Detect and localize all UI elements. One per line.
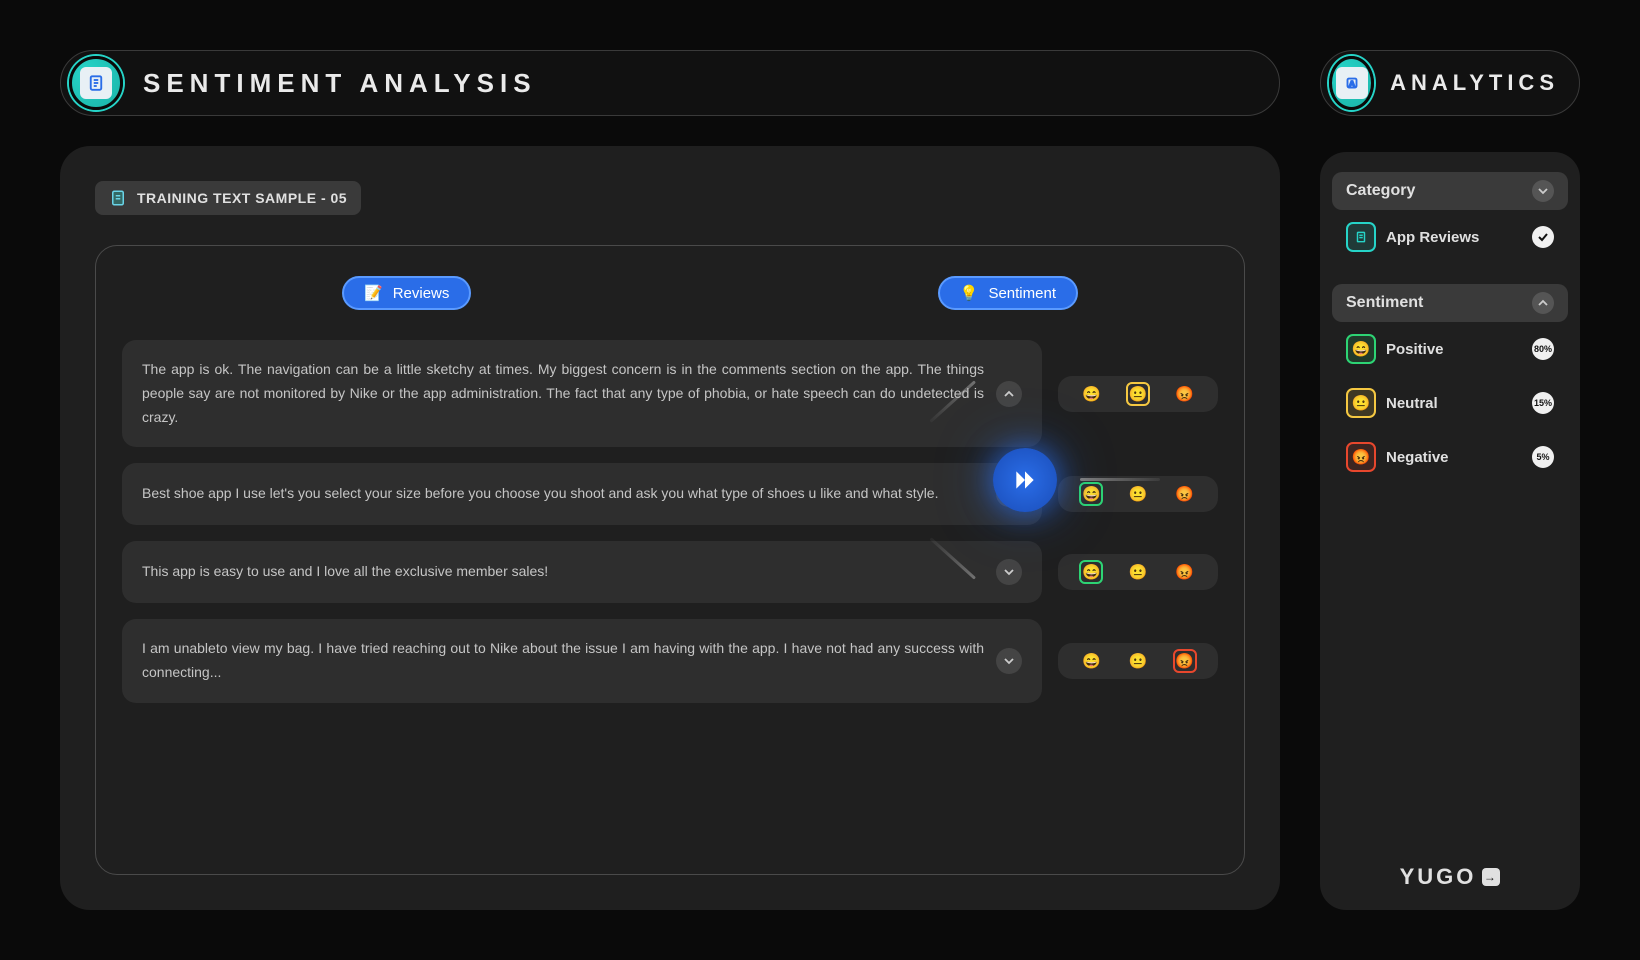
sentiment-selector: 😄 😐 😡: [1058, 643, 1218, 679]
positive-emoji[interactable]: 😄: [1079, 560, 1103, 584]
chevron-up-icon[interactable]: [996, 381, 1022, 407]
sentiment-pct-badge: 80%: [1532, 338, 1554, 360]
review-text: This app is easy to use and I love all t…: [142, 560, 984, 584]
analytics-header: A ANALYTICS: [1320, 50, 1580, 116]
sample-chip[interactable]: TRAINING TEXT SAMPLE - 05: [95, 181, 361, 215]
analytics-panel: Category App Reviews Sentiment: [1320, 152, 1580, 910]
sentiment-item-label: Negative: [1386, 449, 1449, 466]
sentiment-pct-badge: 5%: [1532, 446, 1554, 468]
notepad-icon: 📝: [364, 284, 383, 302]
review-text-box: The app is ok. The navigation can be a l…: [122, 340, 1042, 447]
document-icon: [109, 189, 127, 207]
category-header-label: Category: [1346, 182, 1415, 200]
neutral-emoji[interactable]: 😐: [1126, 382, 1150, 406]
negative-emoji[interactable]: 😡: [1173, 482, 1197, 506]
sentiment-item-positive[interactable]: 😄 Positive 80%: [1332, 322, 1568, 376]
sentiment-pct-badge: 15%: [1532, 392, 1554, 414]
tab-reviews-label: Reviews: [393, 285, 450, 302]
sentiment-selector: 😄 😐 😡: [1058, 376, 1218, 412]
tab-sentiment[interactable]: 💡 Sentiment: [938, 276, 1078, 310]
sentiment-item-negative[interactable]: 😡 Negative 5%: [1332, 430, 1568, 484]
logo: YUGO →: [1332, 864, 1568, 890]
chevron-down-icon[interactable]: [996, 559, 1022, 585]
review-text: I am unableto view my bag. I have tried …: [142, 637, 984, 685]
negative-emoji[interactable]: 😡: [1173, 649, 1197, 673]
review-row: The app is ok. The navigation can be a l…: [122, 340, 1218, 447]
page-title: SENTIMENT ANALYSIS: [143, 68, 537, 99]
sentiment-selector: 😄 😐 😡: [1058, 476, 1218, 512]
positive-emoji-icon: 😄: [1346, 334, 1376, 364]
tab-sentiment-label: Sentiment: [988, 285, 1056, 302]
neutral-emoji[interactable]: 😐: [1126, 482, 1150, 506]
receipt-icon: [1346, 222, 1376, 252]
clipboard-icon: [69, 56, 123, 110]
lightbulb-icon: 💡: [960, 284, 979, 302]
review-text: The app is ok. The navigation can be a l…: [142, 358, 984, 429]
chevron-down-icon[interactable]: [1532, 180, 1554, 202]
play-button[interactable]: [993, 448, 1057, 512]
review-text-box: This app is easy to use and I love all t…: [122, 541, 1042, 603]
negative-emoji[interactable]: 😡: [1173, 560, 1197, 584]
sample-label: TRAINING TEXT SAMPLE - 05: [137, 190, 347, 206]
main-header: SENTIMENT ANALYSIS: [60, 50, 1280, 116]
positive-emoji[interactable]: 😄: [1079, 482, 1103, 506]
review-row: This app is easy to use and I love all t…: [122, 541, 1218, 603]
check-icon: [1532, 226, 1554, 248]
chevron-up-icon[interactable]: [1532, 292, 1554, 314]
positive-emoji[interactable]: 😄: [1079, 382, 1103, 406]
svg-text:A: A: [1349, 79, 1355, 88]
sentiment-header-label: Sentiment: [1346, 294, 1423, 312]
negative-emoji-icon: 😡: [1346, 442, 1376, 472]
logo-arrow-icon: →: [1482, 868, 1500, 886]
main-panel: TRAINING TEXT SAMPLE - 05 📝 Reviews 💡 Se…: [60, 146, 1280, 910]
category-section-header[interactable]: Category: [1332, 172, 1568, 210]
sentiment-item-neutral[interactable]: 😐 Neutral 15%: [1332, 376, 1568, 430]
neutral-emoji[interactable]: 😐: [1126, 560, 1150, 584]
review-text-box: Best shoe app I use let's you select you…: [122, 463, 1042, 525]
tab-reviews[interactable]: 📝 Reviews: [342, 276, 471, 310]
neutral-emoji[interactable]: 😐: [1126, 649, 1150, 673]
negative-emoji[interactable]: 😡: [1173, 382, 1197, 406]
sentiment-item-label: Neutral: [1386, 395, 1438, 412]
sentiment-item-label: Positive: [1386, 341, 1444, 358]
neutral-emoji-icon: 😐: [1346, 388, 1376, 418]
review-row: I am unableto view my bag. I have tried …: [122, 619, 1218, 703]
forward-icon: [1012, 467, 1038, 493]
sentiment-selector: 😄 😐 😡: [1058, 554, 1218, 590]
review-text-box: I am unableto view my bag. I have tried …: [122, 619, 1042, 703]
chevron-down-icon[interactable]: [996, 648, 1022, 674]
analytics-icon: A: [1329, 56, 1374, 110]
logo-text: YUGO: [1400, 864, 1477, 890]
review-text: Best shoe app I use let's you select you…: [142, 482, 984, 506]
category-item-label: App Reviews: [1386, 229, 1479, 246]
analytics-title: ANALYTICS: [1390, 70, 1559, 96]
positive-emoji[interactable]: 😄: [1079, 649, 1103, 673]
play-button-container: [985, 440, 1065, 520]
content-frame: 📝 Reviews 💡 Sentiment The app is ok. The…: [95, 245, 1245, 875]
category-item-app-reviews[interactable]: App Reviews: [1332, 210, 1568, 264]
sentiment-section-header[interactable]: Sentiment: [1332, 284, 1568, 322]
